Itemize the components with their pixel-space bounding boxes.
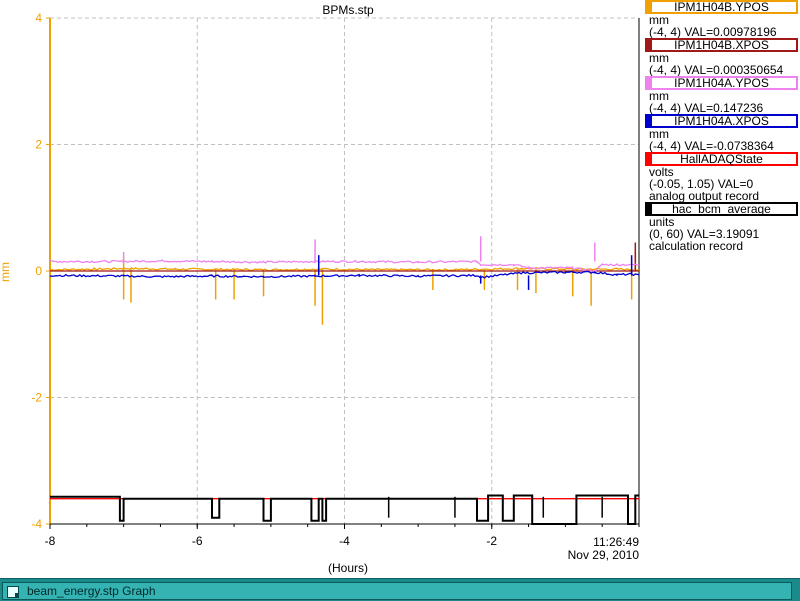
legend-name-text: IPM1H04B.YPOS <box>674 0 769 14</box>
series-group <box>49 236 640 525</box>
legend-item[interactable]: HallADAQState volts (-0.05, 1.05) VAL=0 ana… <box>643 152 800 202</box>
chart: 420-2-4-8 -6 -4 -2 BPMs.stp mm (Hours) 11:2… <box>0 3 640 575</box>
taskbar: beam_energy.stp Graph <box>0 578 800 601</box>
legend-swatch <box>645 76 652 90</box>
taskbar-window-label: beam_energy.stp Graph <box>27 584 156 598</box>
legend-range: (-4, 4) VAL=0.00978196 <box>649 25 777 39</box>
series-IPM1H04A.XPOS <box>49 255 640 290</box>
legend-name-text: hac_bcm_average <box>672 202 771 216</box>
legend-extra: analog output record <box>649 189 760 203</box>
legend-name-text: HallADAQState <box>680 152 763 166</box>
series-line <box>49 259 640 274</box>
legend-swatch <box>645 0 652 14</box>
legend-swatch <box>645 152 652 166</box>
y-axis-label: mm <box>0 262 12 282</box>
legend-name-text: IPM1H04B.XPOS <box>674 38 769 52</box>
legend-extra: calculation record <box>649 239 744 253</box>
date-label: Nov 29, 2010 <box>568 548 640 562</box>
y-tick-label: 2 <box>35 138 42 152</box>
legend-swatch <box>645 202 652 216</box>
chart-title: BPMs.stp <box>322 3 374 17</box>
series-IPM1H04A.YPOS <box>49 236 640 274</box>
series-line <box>49 266 639 272</box>
legend-unit: mm <box>649 51 669 65</box>
legend-name-text: IPM1H04A.XPOS <box>674 114 769 128</box>
legend-range: (-0.05, 1.05) VAL=0 <box>649 177 754 191</box>
x-tick-label: -2 <box>486 534 497 548</box>
legend-range: (-4, 4) VAL=0.000350654 <box>649 63 784 77</box>
legend-unit: mm <box>649 127 669 141</box>
legend-item[interactable]: IPM1H04B.XPOS mm (-4, 4) VAL=0.000350654 <box>643 38 800 76</box>
legend-item[interactable]: hac_bcm_average units (0, 60) VAL=3.19091 c… <box>643 202 800 252</box>
y-tick-label: 0 <box>35 264 42 278</box>
time-label: 11:26:49 <box>593 535 639 549</box>
x-tick-label: -8 <box>45 534 56 548</box>
legend-name-text: IPM1H04A.YPOS <box>674 76 769 90</box>
x-axis-label: (Hours) <box>328 561 368 575</box>
series-line <box>50 494 639 525</box>
legend-series-name: IPM1H04A.YPOS <box>645 76 798 90</box>
legend-item[interactable]: IPM1H04A.XPOS mm (-4, 4) VAL=-0.0738364 <box>643 114 800 152</box>
legend-item[interactable]: IPM1H04A.YPOS mm (-4, 4) VAL=0.147236 <box>643 76 800 114</box>
legend-item[interactable]: IPM1H04B.YPOS mm (-4, 4) VAL=0.00978196 <box>643 0 800 38</box>
legend-series-name: IPM1H04B.XPOS <box>645 38 798 52</box>
legend-series-name: IPM1H04B.YPOS <box>645 0 798 14</box>
series-IPM1H04B.XPOS <box>50 242 639 272</box>
legend-unit: mm <box>649 89 669 103</box>
legend-range: (-4, 4) VAL=0.147236 <box>649 101 764 115</box>
legend-series-name: HallADAQState <box>645 152 798 166</box>
x-tick-label: -6 <box>192 534 203 548</box>
legend-unit: volts <box>649 165 674 179</box>
taskbar-window-button[interactable]: beam_energy.stp Graph <box>2 582 792 600</box>
x-tick-label: -4 <box>339 534 350 548</box>
legend-series-name: hac_bcm_average <box>645 202 798 216</box>
legend-unit: mm <box>649 13 669 27</box>
y-tick-label: -2 <box>31 391 42 405</box>
legend-swatch <box>645 114 652 128</box>
y-tick-label: 4 <box>35 11 42 25</box>
series-line <box>49 270 640 280</box>
window-icon <box>7 586 19 598</box>
legend: IPM1H04B.YPOS mm (-4, 4) VAL=0.00978196 IPM… <box>643 0 800 252</box>
legend-unit: units <box>649 215 675 229</box>
legend-swatch <box>645 38 652 52</box>
axes: 420-2-4-8 -6 -4 -2 <box>31 11 640 548</box>
y-tick-label: -4 <box>31 517 42 531</box>
legend-series-name: IPM1H04A.XPOS <box>645 114 798 128</box>
legend-range: (0, 60) VAL=3.19091 <box>649 227 760 241</box>
series-hac_bcm_average <box>50 494 639 525</box>
legend-range: (-4, 4) VAL=-0.0738364 <box>649 139 774 153</box>
